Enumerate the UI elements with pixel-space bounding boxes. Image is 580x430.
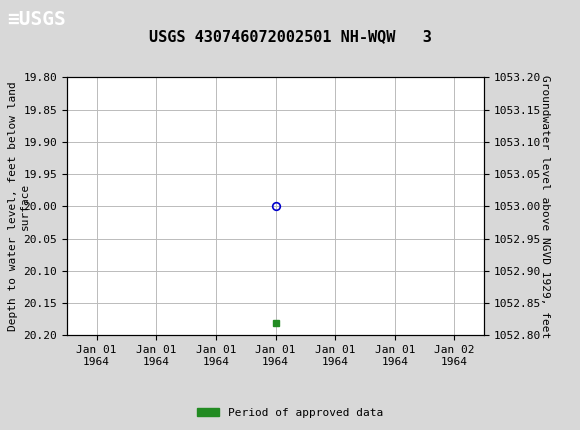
Y-axis label: Depth to water level, feet below land
surface: Depth to water level, feet below land su… [8,82,30,331]
Y-axis label: Groundwater level above NGVD 1929, feet: Groundwater level above NGVD 1929, feet [541,75,550,338]
Text: ≡USGS: ≡USGS [7,10,66,29]
Legend: Period of approved data: Period of approved data [193,403,387,422]
Text: USGS 430746072002501 NH-WQW   3: USGS 430746072002501 NH-WQW 3 [148,29,432,44]
